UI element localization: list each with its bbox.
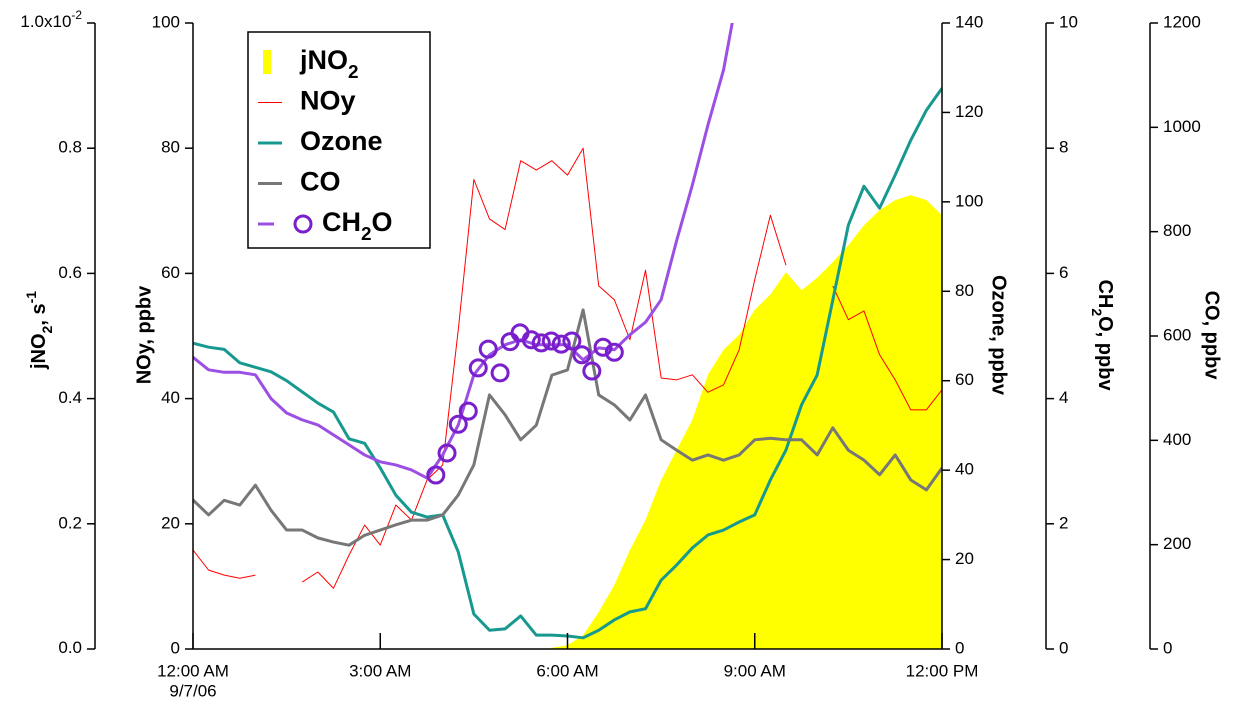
y-tick-label: 20 <box>955 549 974 568</box>
y-tick-label: 400 <box>1163 430 1191 449</box>
marker <box>448 414 468 434</box>
y-tick-label: 200 <box>1163 534 1191 553</box>
y-axis-label: NOy, ppbv <box>133 285 155 384</box>
marker <box>521 330 541 350</box>
y2-axis-label: Ozone, ppbv <box>988 275 1010 396</box>
y-tick-label: 0.4 <box>58 388 82 407</box>
marker <box>572 345 592 365</box>
legend-marker <box>293 214 313 234</box>
y-tick-label: 140 <box>955 12 983 31</box>
marker <box>458 401 478 421</box>
y-tick-label: 0.2 <box>58 513 82 532</box>
area <box>551 195 942 649</box>
y-tick-label: 60 <box>161 263 180 282</box>
x-tick-label: 9:00 AM <box>724 661 786 680</box>
line <box>193 308 942 547</box>
y-tick-label: 6 <box>1059 263 1068 282</box>
legend-swatch <box>263 50 271 74</box>
legend: jNO2 NOy Ozone CO CH2O <box>258 45 393 245</box>
y-tick-label: 0.8 <box>58 138 82 157</box>
marker <box>468 358 488 378</box>
y-tick-label: 1.0x10-2 <box>20 8 82 31</box>
line <box>193 23 734 480</box>
y-tick-label: 40 <box>955 460 974 479</box>
y-tick-label: 0 <box>1059 638 1068 657</box>
x-date-label: 9/7/06 <box>169 681 216 700</box>
y5-axis-label: CO, ppbv <box>1201 291 1223 381</box>
y-tick-label: 80 <box>161 138 180 157</box>
y-tick-label: 100 <box>152 12 180 31</box>
x-tick-label: 12:00 AM <box>157 661 229 680</box>
marker <box>593 337 613 357</box>
y-tick-label: 8 <box>1059 138 1068 157</box>
y-tick-label: 40 <box>161 388 180 407</box>
y-tick-label: 600 <box>1163 325 1191 344</box>
y-tick-label: 20 <box>161 513 180 532</box>
y-tick-label: 80 <box>955 281 974 300</box>
y-tick-label: 1000 <box>1163 117 1201 136</box>
y-tick-label: 100 <box>955 191 983 210</box>
legend-label: CO <box>300 167 341 197</box>
marker <box>582 361 602 381</box>
y-tick-label: 60 <box>955 370 974 389</box>
marker <box>426 465 446 485</box>
y-tick-label: 10 <box>1059 12 1078 31</box>
y4-axis-label: CH2O, ppbv <box>1089 279 1115 391</box>
y-tick-label: 0.6 <box>58 263 82 282</box>
y3-axis-label: jNO2, s-1 <box>23 291 55 370</box>
y-tick-label: 1200 <box>1163 12 1201 31</box>
marker <box>562 331 582 351</box>
legend-label: CH2O <box>322 207 393 244</box>
legend-label: NOy <box>300 86 356 116</box>
line <box>193 147 942 589</box>
marker <box>531 333 551 353</box>
y-tick-label: 120 <box>955 102 983 121</box>
axes: 0.00.20.40.60.81.0x10-202040608010002040… <box>20 8 1200 680</box>
legend-label: Ozone <box>300 126 383 156</box>
plot-area <box>193 23 942 649</box>
y-tick-label: 0 <box>955 638 964 657</box>
y-tick-label: 0 <box>1163 638 1172 657</box>
marker <box>437 443 457 463</box>
legend-box <box>247 31 431 249</box>
y-tick-label: 4 <box>1059 388 1068 407</box>
x-tick-label: 12:00 PM <box>906 661 979 680</box>
y-tick-label: 0.0 <box>58 638 82 657</box>
marker <box>478 339 498 359</box>
x-tick-label: 6:00 AM <box>536 661 598 680</box>
legend-label: jNO2 <box>299 45 359 82</box>
y-tick-label: 800 <box>1163 221 1191 240</box>
marker <box>604 342 624 362</box>
marker <box>551 334 571 354</box>
y-tick-label: 0 <box>171 638 180 657</box>
y-tick-label: 2 <box>1059 513 1068 532</box>
marker <box>490 363 510 383</box>
x-tick-label: 3:00 AM <box>349 661 411 680</box>
marker <box>541 331 561 351</box>
